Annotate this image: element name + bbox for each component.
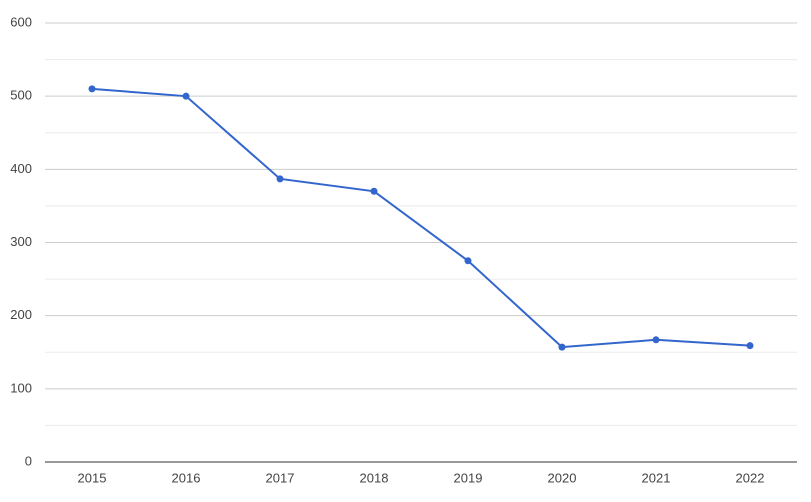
x-tick-label: 2020	[548, 470, 577, 485]
point	[182, 92, 190, 100]
x-tick-label: 2019	[454, 470, 483, 485]
x-tick-label: 2022	[736, 470, 765, 485]
point	[276, 175, 284, 183]
y-tick-label: 300	[10, 234, 32, 249]
x-tick-label: 2016	[172, 470, 201, 485]
y-tick-label: 600	[10, 14, 32, 29]
point	[88, 85, 96, 93]
point	[370, 187, 378, 195]
y-tick-label: 500	[10, 88, 32, 103]
y-tick-label: 0	[25, 453, 32, 468]
point	[652, 336, 660, 344]
x-tick-label: 2021	[642, 470, 671, 485]
y-tick-label: 100	[10, 380, 32, 395]
y-tick-label: 200	[10, 307, 32, 322]
point	[464, 257, 472, 265]
y-tick-label: 400	[10, 161, 32, 176]
line	[91, 87, 751, 349]
x-tick-label: 2017	[266, 470, 295, 485]
point	[558, 343, 566, 351]
point	[746, 342, 754, 350]
x-tick-label: 2015	[78, 470, 107, 485]
x-tick-label: 2018	[360, 470, 389, 485]
